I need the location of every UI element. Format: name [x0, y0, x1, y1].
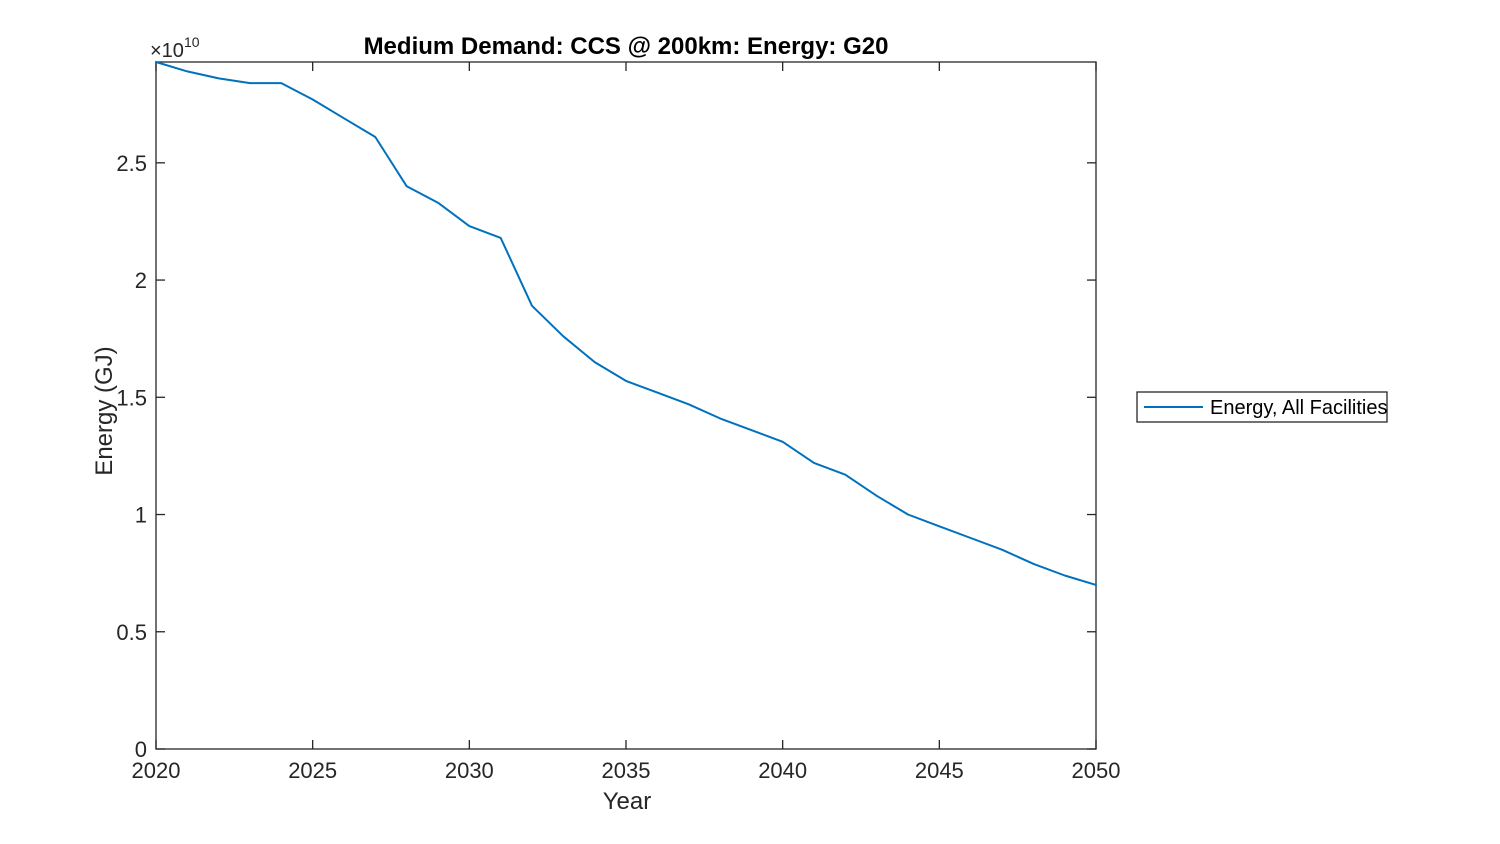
y-axis-multiplier-exponent: 10 [184, 34, 200, 50]
x-axis-label: Year [603, 788, 652, 815]
energy-series-line [155, 61, 1097, 586]
y-tick-label: 1 [135, 503, 147, 528]
y-tick-label: 2.5 [116, 151, 147, 176]
x-tick-label: 2045 [915, 758, 964, 783]
y-tick-label: 2 [135, 268, 147, 293]
x-tick-label: 2035 [602, 758, 651, 783]
legend: Energy, All Facilities [1136, 391, 1388, 423]
x-tick-label: 2040 [758, 758, 807, 783]
legend-entry-label: Energy, All Facilities [1210, 397, 1387, 419]
y-tick-label: 0 [135, 737, 147, 762]
x-axis-ticks: 2020 2025 2030 2035 2040 2045 2050 [132, 62, 1121, 783]
x-tick-label: 2050 [1072, 758, 1121, 783]
chart-title: Medium Demand: CCS @ 200km: Energy: G20 [364, 33, 889, 60]
y-axis-label: Energy (GJ) [91, 346, 118, 475]
x-tick-label: 2030 [445, 758, 494, 783]
y-axis-multiplier: ×1010 [150, 34, 200, 62]
x-tick-label: 2020 [132, 758, 181, 783]
y-axis-multiplier-base: ×10 [150, 40, 184, 62]
x-tick-label: 2025 [288, 758, 337, 783]
plot-area-box [155, 61, 1097, 750]
y-tick-label: 1.5 [116, 385, 147, 410]
y-axis-ticks: 0 0.5 1 1.5 2 2.5 [116, 151, 1096, 762]
y-tick-label: 0.5 [116, 620, 147, 645]
